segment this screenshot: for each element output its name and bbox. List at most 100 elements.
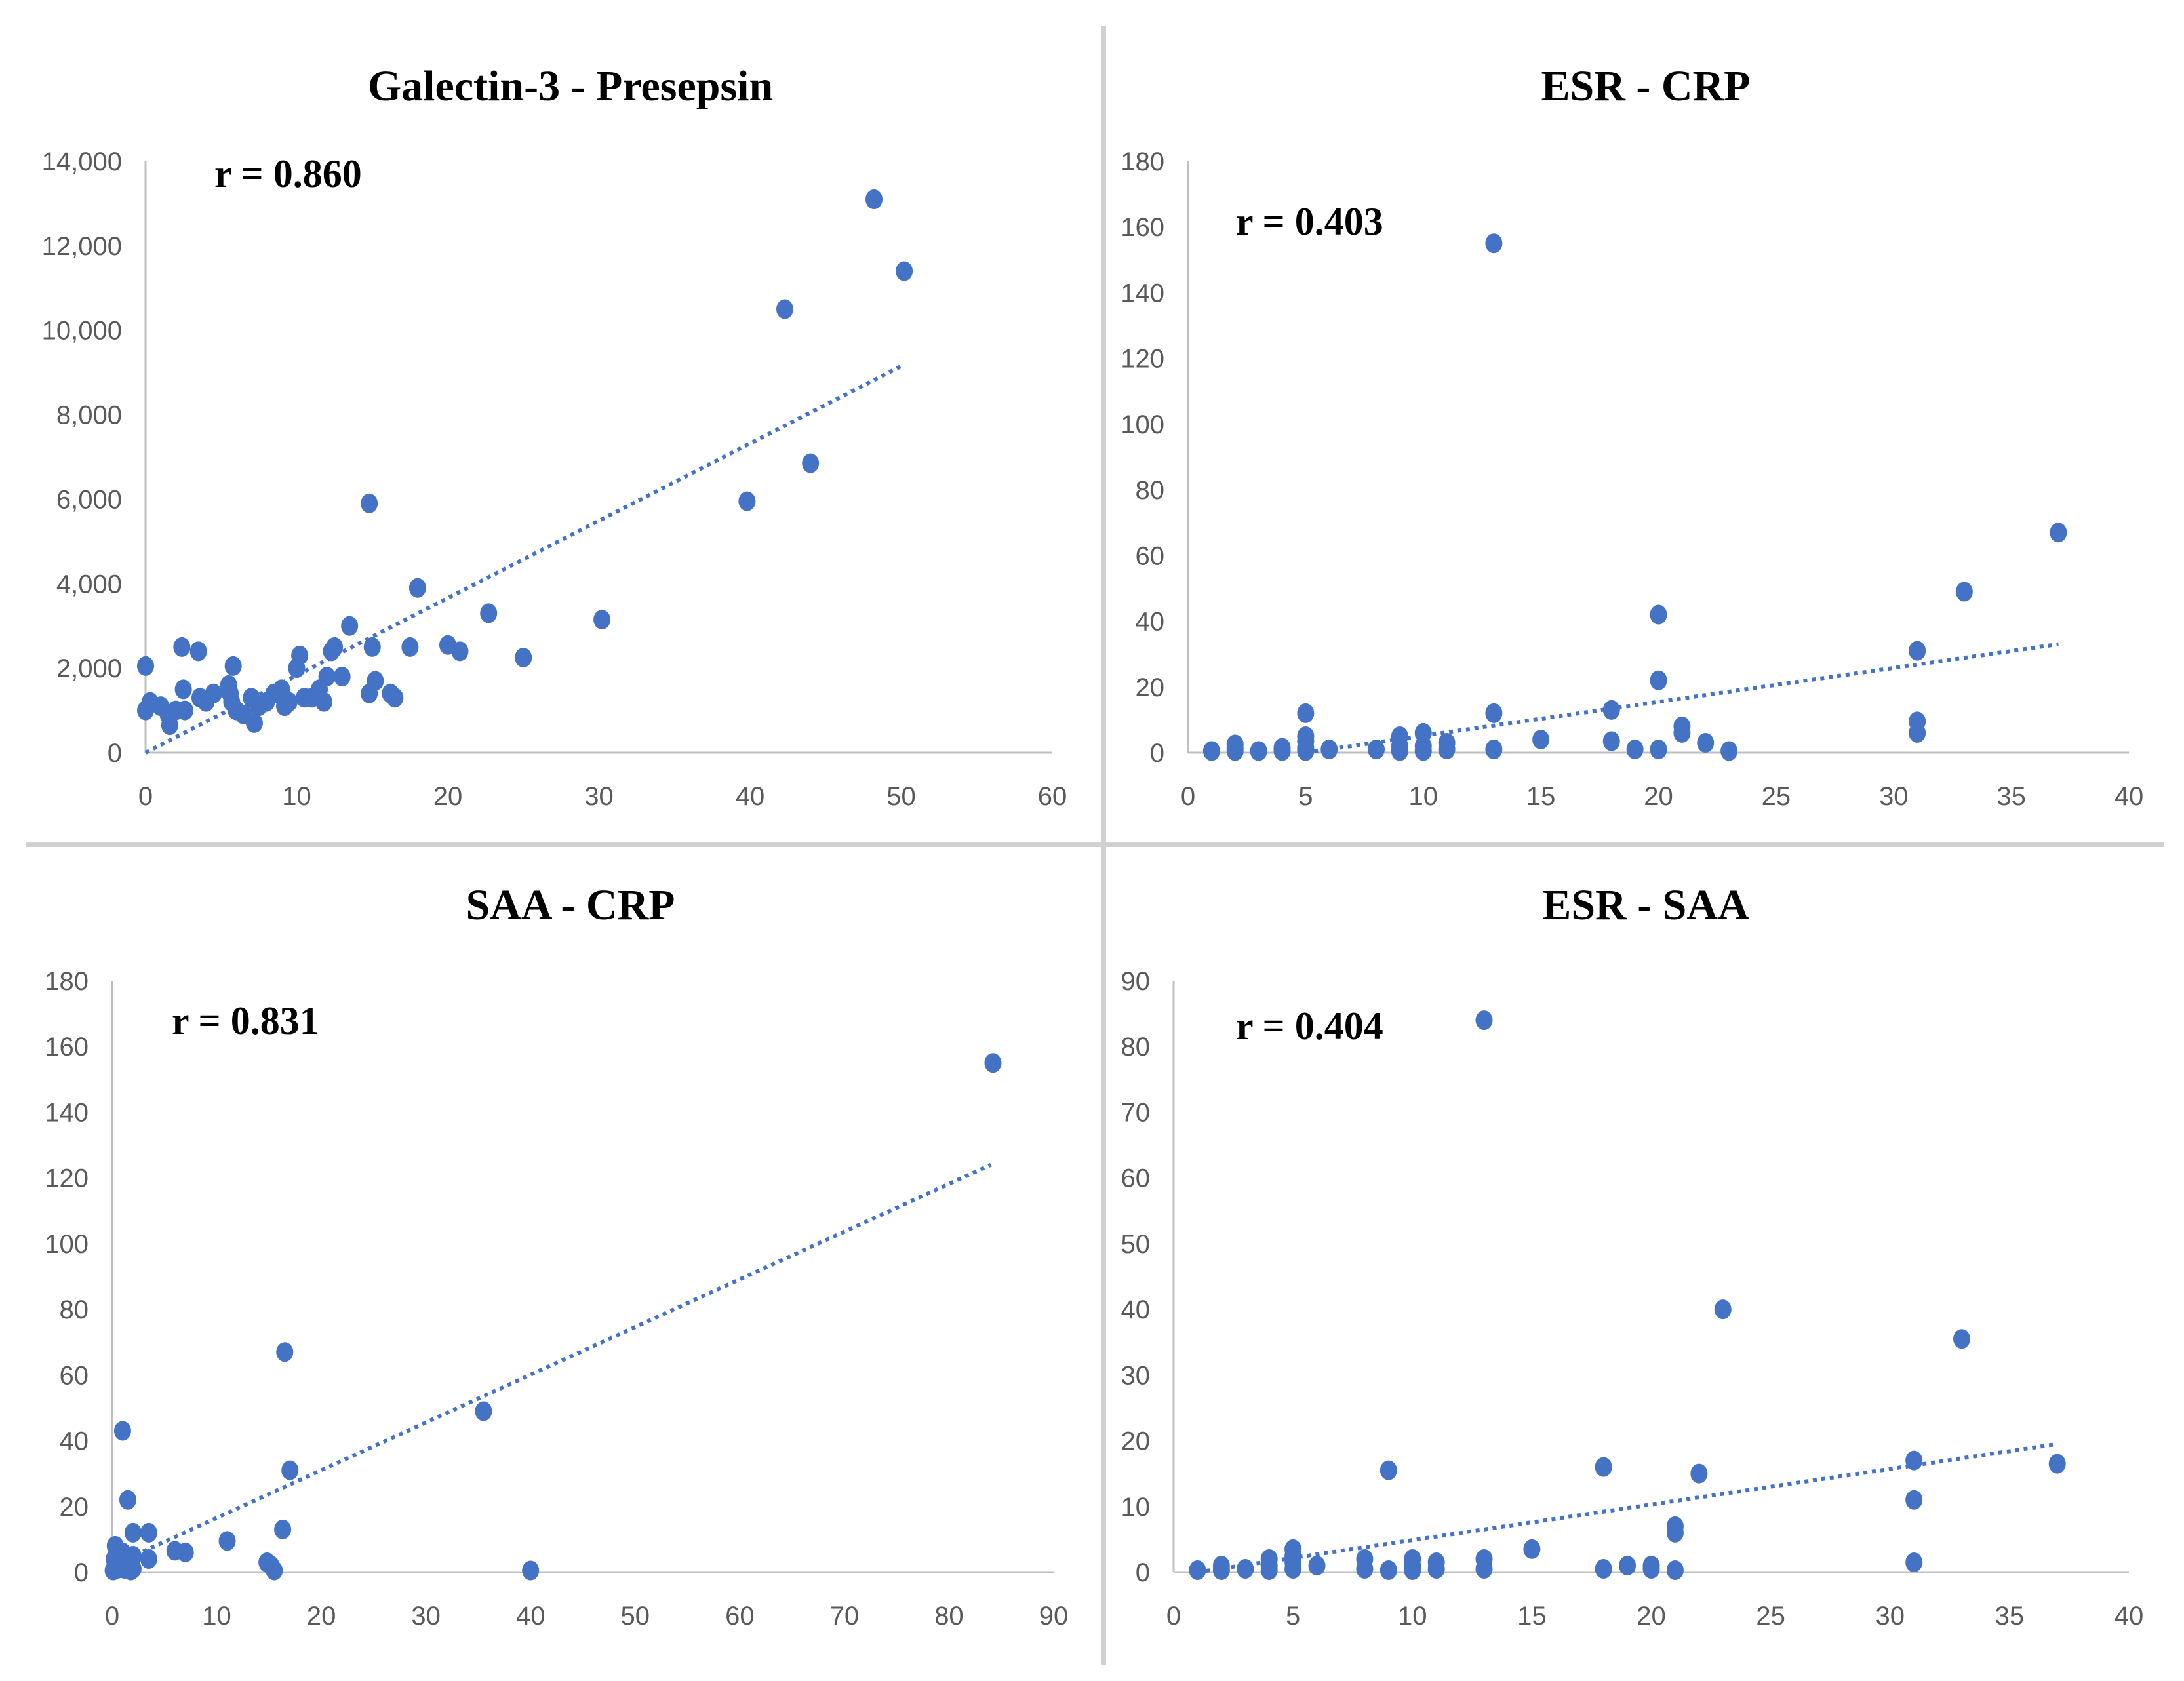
correlation-label: r = 0.860 bbox=[214, 152, 362, 195]
x-tick-label: 30 bbox=[1876, 1602, 1905, 1631]
x-tick-label: 15 bbox=[1526, 782, 1556, 811]
y-tick-label: 80 bbox=[1121, 1033, 1151, 1061]
data-point bbox=[173, 637, 191, 657]
x-tick-label: 10 bbox=[1398, 1602, 1427, 1631]
data-point bbox=[1523, 1539, 1541, 1559]
trendline bbox=[111, 1162, 992, 1568]
y-tick-label: 100 bbox=[1121, 410, 1164, 439]
data-point bbox=[1189, 1560, 1206, 1580]
data-point bbox=[291, 645, 309, 665]
data-point bbox=[1284, 1539, 1302, 1559]
data-point bbox=[274, 1519, 292, 1539]
x-tick-label: 60 bbox=[1038, 782, 1067, 811]
y-tick-label: 14,000 bbox=[42, 148, 122, 176]
x-tick-label: 25 bbox=[1756, 1602, 1785, 1631]
axes: 0 10 20 30 40 50 60 70 80 90 0 20 40 60 80 100 120 140 160… bbox=[45, 967, 1068, 1631]
data-point bbox=[1475, 1010, 1493, 1031]
chart-title: Galectin-3 - Presepsin bbox=[368, 62, 773, 110]
x-tick-label: 0 bbox=[1166, 1602, 1181, 1631]
y-tick-label: 4,000 bbox=[56, 570, 122, 599]
x-tick-label: 80 bbox=[934, 1602, 964, 1631]
y-tick-label: 10,000 bbox=[42, 317, 122, 346]
data-point bbox=[522, 1560, 540, 1581]
x-tick-label: 90 bbox=[1039, 1602, 1069, 1631]
axes: 0 5 10 15 20 25 30 35 40 0 20 40 60 80 100 120 140 160 180 bbox=[1121, 148, 2143, 811]
y-tick-label: 12,000 bbox=[42, 232, 122, 261]
data-point bbox=[1427, 1552, 1445, 1572]
y-tick-label: 160 bbox=[45, 1033, 89, 1061]
y-tick-label: 20 bbox=[60, 1493, 89, 1522]
data-point bbox=[776, 299, 794, 319]
y-tick-label: 2,000 bbox=[56, 654, 122, 683]
x-tick-label: 35 bbox=[1995, 1602, 2025, 1631]
y-tick-label: 70 bbox=[1121, 1098, 1151, 1127]
y-tick-label: 180 bbox=[45, 967, 89, 996]
data-point bbox=[1320, 739, 1338, 759]
data-point bbox=[1666, 1560, 1684, 1580]
data-point bbox=[1485, 739, 1503, 759]
data-point bbox=[1720, 741, 1738, 761]
data-point bbox=[341, 616, 359, 636]
data-point bbox=[1714, 1299, 1732, 1320]
data-point bbox=[1250, 741, 1267, 761]
data-point bbox=[480, 603, 498, 623]
x-tick-label: 10 bbox=[282, 782, 311, 811]
data-point bbox=[1308, 1555, 1326, 1575]
data-point bbox=[218, 1531, 236, 1551]
x-tick-label: 20 bbox=[1644, 782, 1673, 811]
data-point bbox=[361, 493, 378, 513]
data-point bbox=[318, 667, 336, 687]
data-point bbox=[205, 683, 222, 703]
panel-esr-saa: ESR - SAA r = 0.404 0 5 10 15 20 25 30 35 40 0 10 2… bbox=[1121, 881, 2144, 1631]
axes: 0 5 10 15 20 25 30 35 40 0 10 20 30 40 50 60 70 80 90 bbox=[1121, 967, 2144, 1631]
data-point bbox=[176, 700, 193, 721]
data-point bbox=[266, 1560, 283, 1581]
data-point bbox=[738, 491, 756, 511]
data-point bbox=[1404, 1549, 1421, 1569]
data-point bbox=[1485, 233, 1503, 254]
data-point bbox=[802, 453, 820, 473]
data-point bbox=[367, 671, 384, 691]
x-tick-label: 40 bbox=[736, 782, 765, 811]
data-point bbox=[245, 713, 263, 733]
y-tick-label: 160 bbox=[1121, 213, 1164, 242]
data-point bbox=[1380, 1460, 1397, 1480]
data-point bbox=[1532, 729, 1550, 749]
data-point bbox=[333, 667, 351, 687]
x-tick-label: 20 bbox=[1637, 1602, 1666, 1631]
y-tick-label: 20 bbox=[1136, 673, 1165, 702]
data-point bbox=[515, 648, 532, 668]
data-point bbox=[1438, 732, 1456, 753]
x-tick-label: 40 bbox=[2115, 782, 2144, 811]
data-point bbox=[475, 1401, 492, 1421]
data-point bbox=[280, 692, 298, 712]
data-point bbox=[1955, 582, 1973, 602]
data-point bbox=[1909, 641, 1926, 661]
y-tick-label: 20 bbox=[1121, 1427, 1151, 1456]
data-point bbox=[1380, 1560, 1397, 1580]
y-tick-label: 100 bbox=[45, 1230, 89, 1259]
x-tick-label: 0 bbox=[138, 782, 153, 811]
data-point bbox=[1212, 1555, 1230, 1575]
x-tick-label: 5 bbox=[1298, 782, 1313, 811]
trendline bbox=[1305, 642, 2059, 755]
data-point bbox=[1673, 716, 1691, 736]
data-point bbox=[401, 637, 419, 657]
data-point bbox=[161, 715, 178, 736]
y-tick-label: 0 bbox=[74, 1558, 89, 1587]
x-tick-label: 25 bbox=[1762, 782, 1791, 811]
x-tick-label: 0 bbox=[1181, 782, 1195, 811]
y-tick-label: 80 bbox=[1136, 476, 1165, 505]
data-point bbox=[984, 1053, 1002, 1073]
y-tick-label: 90 bbox=[1121, 967, 1151, 996]
panel-saa-crp: SAA - CRP r = 0.831 0 10 20 30 40 50 60 70 80 900… bbox=[45, 881, 1068, 1631]
x-tick-label: 30 bbox=[411, 1602, 441, 1631]
data-point bbox=[1368, 739, 1385, 759]
y-tick-label: 60 bbox=[1136, 542, 1165, 570]
data-point bbox=[176, 1542, 194, 1562]
axes: 0 10 20 30 40 50 60 0 2,000 4,000 6,000 8,000 10,000… bbox=[42, 148, 1067, 811]
x-tick-label: 50 bbox=[886, 782, 916, 811]
x-tick-label: 60 bbox=[725, 1602, 755, 1631]
x-tick-label: 50 bbox=[621, 1602, 650, 1631]
